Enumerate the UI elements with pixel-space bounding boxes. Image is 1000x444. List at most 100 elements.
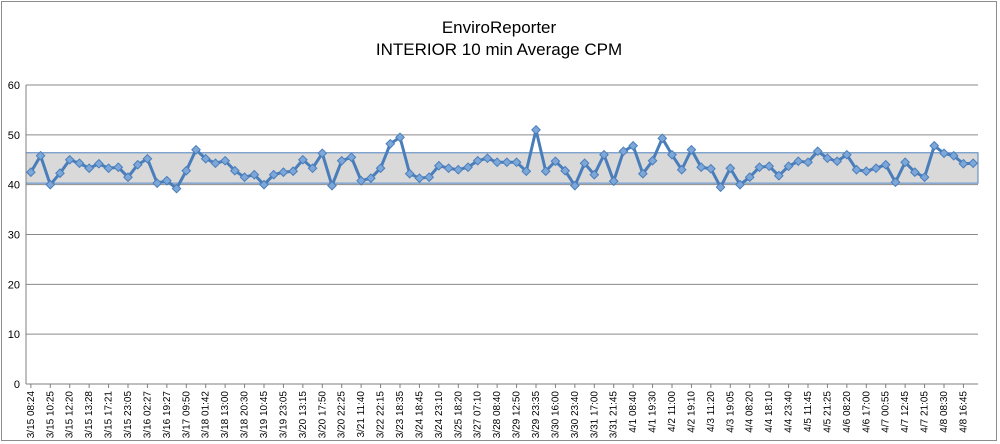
data-point [540,166,551,177]
data-point [871,163,881,174]
data-point [200,153,211,164]
x-tick-label: 3/31 17:00 [589,391,600,439]
data-point [268,169,279,180]
x-tick-label: 3/29 12:50 [512,391,523,439]
data-point [433,160,444,171]
data-point [132,159,143,170]
x-tick-label: 3/19 10:45 [259,391,270,439]
data-point [841,149,852,160]
data-point [443,163,454,174]
data-point [453,164,464,175]
x-tick-label: 3/21 11:40 [356,391,367,438]
x-tick-label: 4/8 16:45 [958,391,969,433]
data-point [521,166,532,177]
x-tick-label: 3/22 22:15 [376,391,387,439]
x-tick-label: 3/24 18:45 [414,391,425,439]
x-tick-label: 4/7 00:55 [881,391,892,433]
data-point [880,159,891,170]
chart-subtitle: INTERIOR 10 min Average CPM [376,40,622,59]
data-point [317,148,328,159]
x-tick-label: 4/7 12:45 [900,391,911,433]
data-point [657,133,668,144]
data-point [735,179,745,190]
data-point [647,155,658,166]
x-tick-label: 4/5 11:45 [803,391,814,432]
y-tick-label: 30 [8,230,20,242]
data-point [25,167,36,178]
x-tick-label: 3/23 18:35 [395,391,406,439]
data-point [890,177,901,188]
data-point [482,153,493,164]
x-tick-label: 3/30 23:40 [570,391,581,439]
data-point [637,168,648,179]
data-point [851,164,862,175]
data-point [812,146,823,157]
x-tick-label: 4/1 19:30 [648,391,659,433]
data-point [725,163,736,174]
data-point [74,158,85,169]
x-tick-label: 4/8 08:30 [939,391,950,433]
data-point [550,156,561,167]
data-point [579,158,590,169]
x-tick-label: 3/16 02:27 [142,391,153,439]
data-point [628,140,639,151]
data-point [783,161,794,172]
data-point [676,164,687,175]
plot-area: 0 10 20 30 40 50 60 3/15 08:24 3/15 10:25 3/15 12… [8,80,979,439]
data-point [531,124,541,135]
data-point [327,180,337,191]
data-point [307,163,318,174]
data-point [356,175,367,186]
data-point [414,173,425,184]
data-point [161,175,172,186]
data-point [297,154,308,165]
x-tick-label: 3/18 01:42 [201,391,212,439]
data-point [229,165,240,176]
data-point [958,158,969,169]
x-tick-label: 3/15 17:21 [104,391,115,439]
data-point [93,158,104,169]
data-point [181,165,192,176]
x-tick-label: 3/30 16:00 [550,391,561,439]
data-point [599,149,609,160]
data-point [618,146,629,157]
x-tick-label: 3/20 22:25 [337,391,348,439]
data-point [404,168,415,179]
data-point [424,172,435,183]
data-point [589,169,600,180]
x-tick-label: 3/19 23:05 [278,391,289,439]
data-point [395,132,405,143]
x-tick-label: 3/18 13:00 [220,391,231,439]
data-point [375,163,386,174]
y-tick-label: 40 [8,180,20,192]
x-tick-label: 3/20 17:50 [317,391,328,439]
data-point [152,178,163,189]
x-tick-label: 3/31 21:45 [609,391,620,439]
data-point [968,158,979,169]
x-tick-label: 3/20 13:15 [298,391,309,439]
data-point [45,179,56,190]
y-tick-label: 10 [8,329,20,341]
data-point [472,155,483,166]
x-tick-label: 3/15 10:25 [45,391,56,439]
data-point [715,182,726,193]
data-point [832,156,843,167]
data-point [608,176,619,187]
data-point [336,155,347,166]
data-point [803,157,813,168]
data-point [84,163,95,174]
data-point [239,172,250,183]
x-tick-label: 4/4 23:40 [784,391,795,433]
average-band [25,152,979,184]
data-point [696,162,707,173]
data-point [142,153,153,164]
x-tick-label: 4/3 11:20 [706,391,717,432]
x-tick-label: 3/27 07:10 [473,391,484,439]
data-point [501,157,512,168]
data-point [191,144,201,155]
x-tick-label: 4/5 21:25 [822,391,833,433]
x-tick-label: 4/6 17:00 [861,391,872,433]
data-point [492,157,503,168]
